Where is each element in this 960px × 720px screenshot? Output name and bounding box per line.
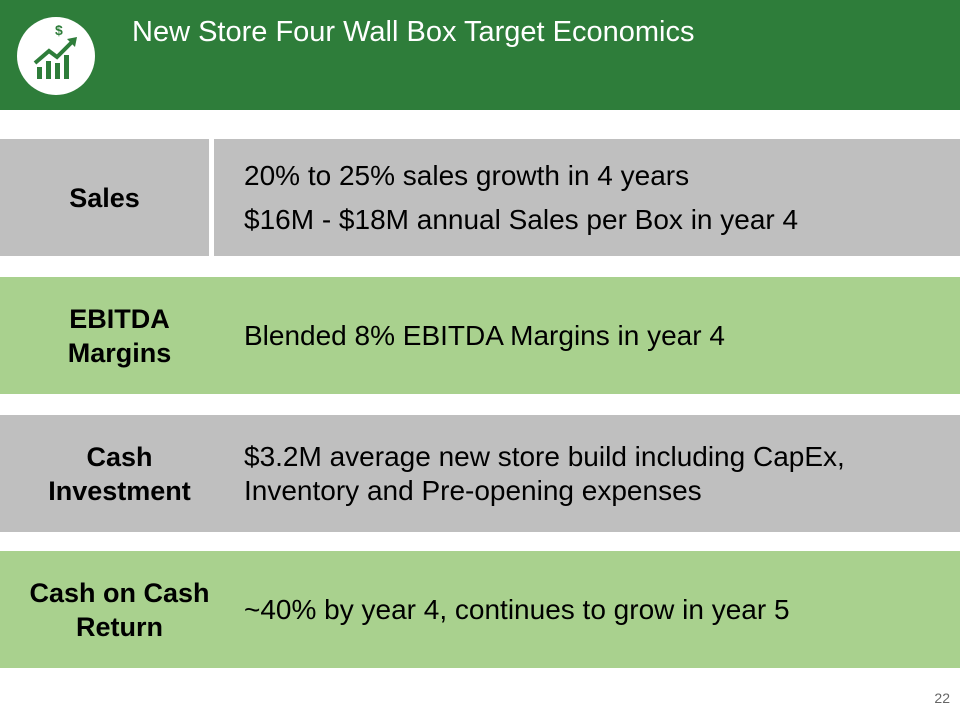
row-body: 20% to 25% sales growth in 4 years $16M -… — [214, 139, 960, 256]
row: Sales 20% to 25% sales growth in 4 years $… — [0, 139, 960, 256]
svg-text:$: $ — [55, 22, 63, 38]
row: EBITDA Margins Blended 8% EBITDA Margins … — [0, 277, 960, 394]
header: $ New Store Four Wall Box Target Economi… — [0, 0, 960, 110]
row-label: Sales — [0, 139, 209, 256]
row-body: Blended 8% EBITDA Margins in year 4 — [214, 277, 960, 394]
row-label: Cash Investment — [0, 415, 239, 532]
bullet-text: Blended 8% EBITDA Margins in year 4 — [244, 319, 725, 351]
logo: $ — [17, 17, 95, 95]
row-body: ~40% by year 4, continues to grow in yea… — [214, 551, 960, 668]
title: New Store Four Wall Box Target Economics — [132, 16, 695, 48]
row-label: EBITDA Margins — [0, 277, 239, 394]
bullet-text: ~40% by year 4, continues to grow in yea… — [244, 593, 790, 625]
row: Cash Investment $3.2M average new store b… — [0, 415, 960, 532]
row-label: Cash on Cash Return — [0, 551, 239, 668]
bullet-text: $3.2M average new store build including … — [244, 440, 845, 506]
bullet-text: 20% to 25% sales growth in 4 years — [244, 159, 690, 191]
bullet-text: $16M - $18M annual Sales per Box in year… — [244, 203, 799, 235]
row: Cash on Cash Return ~40% by year 4, conti… — [0, 551, 960, 668]
row-body: $3.2M average new store build including … — [214, 415, 960, 532]
page-number: 22 — [934, 690, 950, 706]
